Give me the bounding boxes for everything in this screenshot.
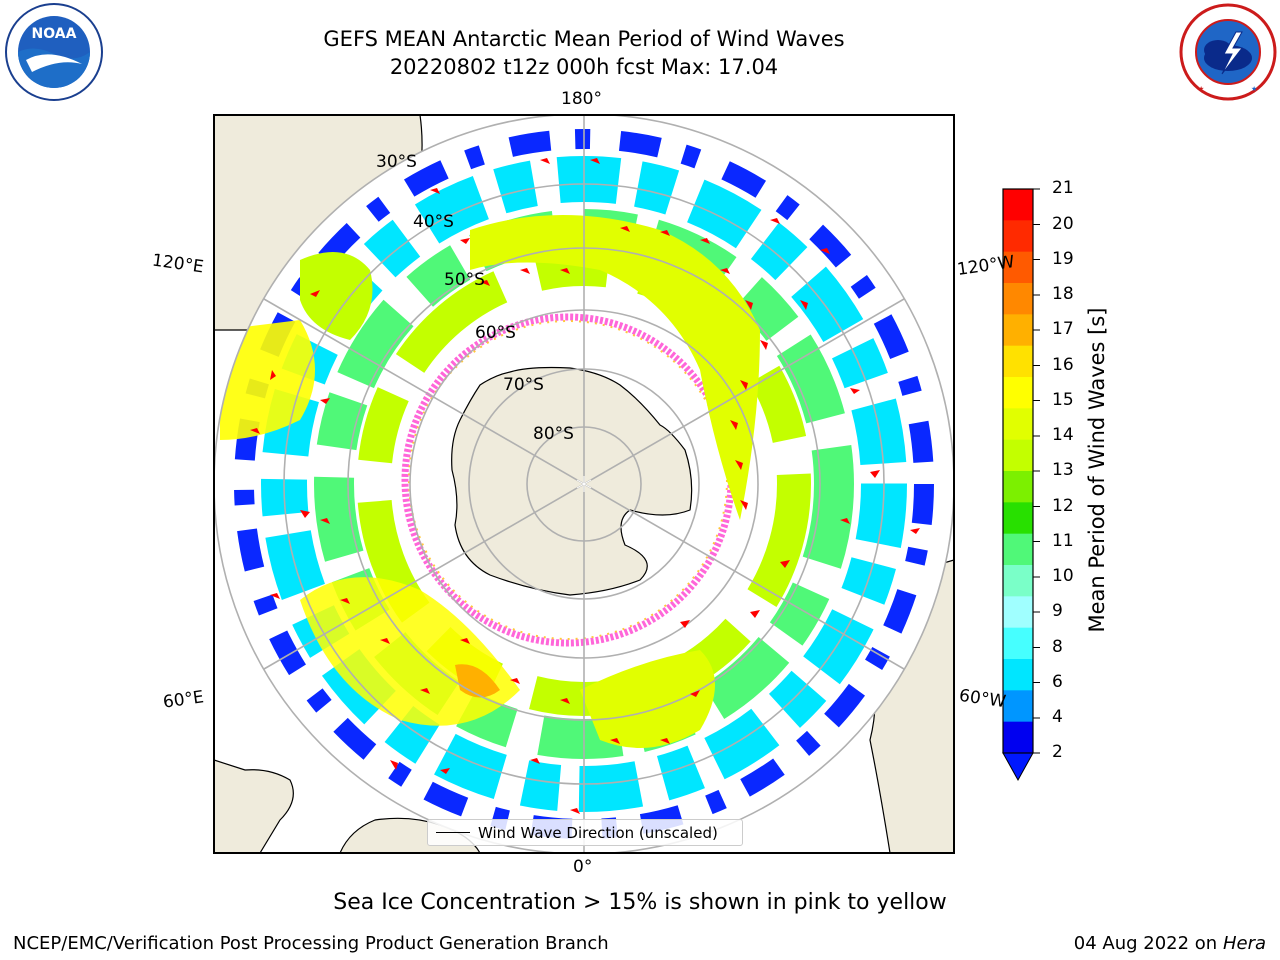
colorbar-tick-label: 19 <box>1052 248 1074 269</box>
noaa-logo: NOAA <box>5 3 103 101</box>
colorbar-tick-label: 20 <box>1052 213 1074 234</box>
lat-label-40s: 40°S <box>413 212 454 232</box>
lat-label-30s: 30°S <box>376 152 417 172</box>
colorbar-segment <box>1003 596 1033 629</box>
colorbar-segment <box>1003 283 1033 315</box>
lat-label-70s: 70°S <box>503 375 544 395</box>
nws-logo: ★ ★ <box>1179 3 1277 101</box>
colorbar-segment <box>1003 408 1033 441</box>
wind-wave-arrows <box>250 158 920 814</box>
colorbar-segment <box>1003 471 1033 503</box>
lat-label-50s: 50°S <box>444 270 485 290</box>
colorbar-frame <box>1002 188 1034 754</box>
colorbar-tick-label: 10 <box>1052 566 1074 586</box>
lon-label-0: 0° <box>573 857 593 877</box>
colorbar-segment <box>1003 189 1033 221</box>
colorbar-tick-label: 17 <box>1052 319 1074 339</box>
lat-label-60s: 60°S <box>475 323 516 343</box>
colorbar-segment <box>1003 345 1033 378</box>
colorbar-tick-label: 2 <box>1052 742 1063 762</box>
footer-host: Hera <box>1222 933 1266 954</box>
map-frame <box>213 114 955 854</box>
legend-label: Wind Wave Direction (unscaled) <box>478 823 718 842</box>
colorbar-title: Mean Period of Wind Waves [s] <box>1085 307 1109 633</box>
colorbar-tick-label: 18 <box>1052 284 1074 304</box>
footer-credit: NCEP/EMC/Verification Post Processing Pr… <box>13 933 609 954</box>
colorbar-tick-label: 21 <box>1052 178 1074 198</box>
svg-text:★: ★ <box>1251 85 1257 93</box>
colorbar-tick-label: 4 <box>1052 707 1063 727</box>
colorbar-segment <box>1003 721 1033 754</box>
colorbar-segment <box>1003 533 1033 566</box>
pole-marker <box>576 476 592 492</box>
colorbar-tick-label: 6 <box>1052 671 1063 692</box>
colorbar-segment <box>1003 220 1033 253</box>
colorbar-segment <box>1003 377 1033 409</box>
colorbar-tick-label: 11 <box>1052 530 1074 551</box>
map-subtitle: 20220802 t12z 000h fcst Max: 17.04 <box>389 55 779 79</box>
colorbar-segment <box>1003 690 1033 723</box>
lon-label-180: 180° <box>561 89 602 109</box>
colorbar <box>1003 188 1040 754</box>
colorbar-segment <box>1003 627 1033 660</box>
footer-date-text: 04 Aug 2022 on <box>1073 933 1218 954</box>
africa-land <box>214 759 294 853</box>
legend-line-sample <box>436 832 470 833</box>
colorbar-tick-label: 16 <box>1052 354 1074 375</box>
colorbar-tick-label: 14 <box>1052 425 1074 445</box>
colorbar-tick-label: 12 <box>1052 495 1074 516</box>
noaa-logo-text: NOAA <box>32 26 77 42</box>
colorbar-segment <box>1003 439 1033 472</box>
colorbar-tick-label: 8 <box>1052 636 1063 657</box>
colorbar-segment <box>1003 565 1033 597</box>
colorbar-tick-label: 9 <box>1052 601 1063 621</box>
footer-date: 04 Aug 2022 on Hera <box>1074 933 1266 954</box>
colorbar-segment <box>1003 314 1033 347</box>
colorbar-segment <box>1003 251 1033 284</box>
svg-text:★: ★ <box>1198 85 1204 93</box>
map-legend: Wind Wave Direction (unscaled) <box>427 819 743 846</box>
colorbar-extend-arrow <box>1002 752 1034 782</box>
colorbar-tick-label: 13 <box>1052 460 1074 480</box>
map-title: GEFS MEAN Antarctic Mean Period of Wind … <box>323 27 845 51</box>
lat-label-80s: 80°S <box>533 424 574 444</box>
colorbar-tick-label: 15 <box>1052 389 1074 410</box>
colorbar-segment <box>1003 502 1033 535</box>
colorbar-segment <box>1003 659 1033 691</box>
map-frame-content <box>214 115 954 853</box>
sea-ice-note: Sea Ice Concentration > 15% is shown in … <box>333 890 947 915</box>
antarctica-land <box>451 366 693 596</box>
